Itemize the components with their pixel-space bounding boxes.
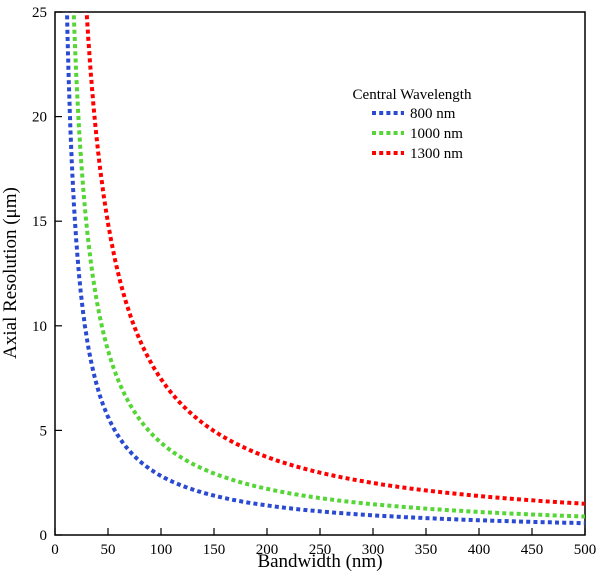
y-axis-label: Axial Resolution (μm) [0,187,21,359]
legend-label-800-nm: 800 nm [410,106,456,122]
series-curve-1300-nm [84,12,585,506]
x-tick-label: 400 [468,542,491,558]
x-tick-label: 500 [574,542,597,558]
x-tick-label: 300 [362,542,385,558]
series-curve-800-nm [64,12,585,526]
y-tick-label: 25 [32,5,47,21]
x-tick-label: 100 [150,542,173,558]
plot-border [54,11,586,536]
x-tick-label: 250 [309,542,332,558]
y-tick-label: 15 [32,214,47,230]
legend-title: Central Wavelength [353,87,472,103]
y-tick-label: 5 [40,423,48,439]
legend: Central Wavelength 800 nm 1000 nm 1300 nm [353,87,472,162]
x-tick-label: 200 [256,542,279,558]
x-axis-label: Bandwidth (nm) [257,551,382,572]
legend-label-1000-nm: 1000 nm [410,126,463,142]
legend-entries: 800 nm 1000 nm 1300 nm [372,106,463,162]
x-tick-label: 150 [203,542,226,558]
x-tick-label: 350 [415,542,438,558]
axes: 0 50 100 150 200 250 300 350 400 450 500 0 5 10 15 20 25 [32,5,596,558]
x-tick-label: 450 [521,542,544,558]
y-tick-label: 10 [32,319,47,335]
y-tick-label: 0 [40,528,48,544]
series-curves [64,12,585,526]
x-tick-label: 0 [51,542,59,558]
x-tick-label: 50 [101,542,116,558]
series-curve-1000-nm [71,12,585,519]
legend-label-1300-nm: 1300 nm [410,146,463,162]
y-tick-label: 20 [32,110,47,126]
